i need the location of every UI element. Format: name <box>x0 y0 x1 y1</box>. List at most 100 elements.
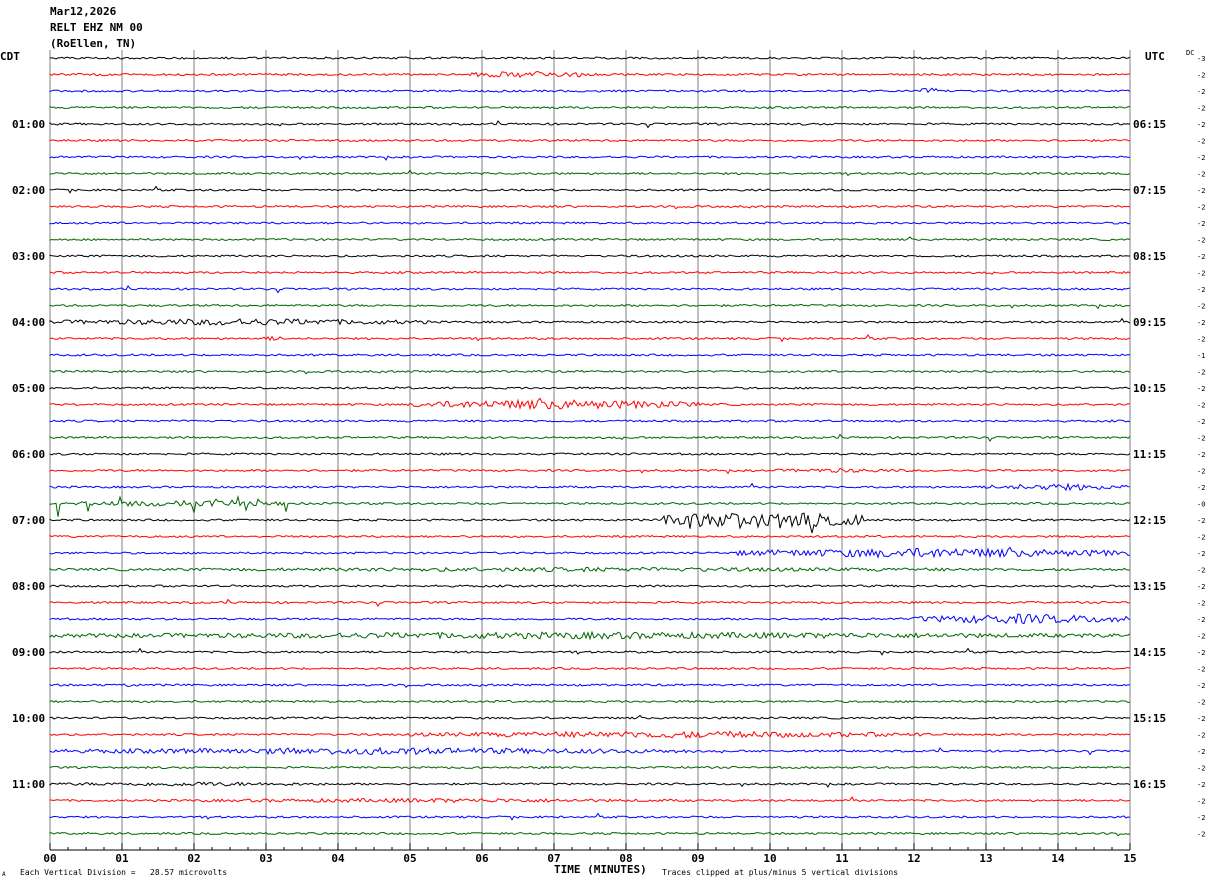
date-label: Mar12,2026 <box>50 5 117 18</box>
right-hour-label: 09:15 <box>1133 316 1166 329</box>
dc-offset-label: -2 <box>1197 649 1205 657</box>
x-tick-label: 01 <box>115 852 129 865</box>
dc-offset-label: -2 <box>1197 534 1205 542</box>
left-hour-label: 05:00 <box>12 382 45 395</box>
trace-line <box>49 666 1131 671</box>
dc-offset-label: -2 <box>1197 682 1205 690</box>
x-tick-label: 06 <box>475 852 489 865</box>
dc-offset-label: -2 <box>1197 831 1205 839</box>
trace-line <box>49 303 1131 310</box>
trace-line <box>49 386 1131 390</box>
x-tick-label: 13 <box>979 852 992 865</box>
scale-note: Each Vertical Division = 28.57 microvolt… <box>20 868 228 877</box>
dc-offset-label: -2 <box>1197 237 1205 245</box>
right-timezone-label: UTC <box>1145 50 1165 63</box>
right-hour-label: 14:15 <box>1133 646 1166 659</box>
dc-offset-label: -2 <box>1197 616 1205 624</box>
trace-line <box>49 270 1131 275</box>
trace-line <box>49 831 1131 837</box>
dc-offset-label: -2 <box>1197 666 1205 674</box>
trace-line <box>49 683 1131 689</box>
dc-offset-label: -2 <box>1197 402 1205 410</box>
trace-line <box>49 546 1130 559</box>
right-hour-label: 11:15 <box>1133 448 1166 461</box>
right-hour-label: 08:15 <box>1133 250 1166 263</box>
right-hour-label: 12:15 <box>1133 514 1166 527</box>
trace-line <box>49 512 1131 534</box>
trace-line <box>49 169 1131 177</box>
dc-offset-label: -2 <box>1197 187 1205 195</box>
dc-offset-label: -2 <box>1197 435 1205 443</box>
trace-line <box>49 419 1131 423</box>
trace-line <box>49 494 1131 517</box>
trace-line <box>49 138 1131 143</box>
trace-line <box>49 630 1131 641</box>
dc-offset-label: -2 <box>1197 105 1205 113</box>
x-tick-label: 12 <box>907 852 920 865</box>
right-hour-label: 10:15 <box>1133 382 1166 395</box>
dc-offset-label: -2 <box>1197 418 1205 426</box>
dc-offset-label: -2 <box>1197 303 1205 311</box>
left-hour-label: 04:00 <box>12 316 45 329</box>
dc-offset-label: -2 <box>1197 72 1205 80</box>
dc-offset-label: -2 <box>1197 781 1205 789</box>
clip-note: Traces clipped at plus/minus 5 vertical … <box>662 868 899 877</box>
trace-line <box>49 699 1131 704</box>
dc-offset-label: -2 <box>1197 798 1205 806</box>
dc-offset-label: -0 <box>1197 501 1205 509</box>
x-tick-label: 09 <box>691 852 704 865</box>
dc-offset-label: -2 <box>1197 369 1205 377</box>
trace-line <box>49 647 1131 656</box>
trace-line <box>49 482 1131 492</box>
trace-line <box>49 204 1131 210</box>
trace-line <box>49 812 1131 821</box>
dc-offset-label: -2 <box>1197 517 1205 525</box>
x-axis-title: TIME (MINUTES) <box>554 863 647 876</box>
trace-line <box>49 70 1131 79</box>
dc-offset-label: -2 <box>1197 699 1205 707</box>
right-hour-label: 16:15 <box>1133 778 1166 791</box>
x-tick-label: 02 <box>187 852 200 865</box>
corner-mark: A <box>2 871 6 878</box>
left-hour-label: 01:00 <box>12 118 45 131</box>
left-hour-label: 08:00 <box>12 580 45 593</box>
dc-offset-label: -2 <box>1197 121 1205 129</box>
left-timezone-label: CDT <box>0 50 20 63</box>
trace-line <box>49 534 1131 539</box>
x-tick-label: 00 <box>43 852 56 865</box>
dc-offset-label: -1 <box>1197 352 1205 360</box>
trace-line <box>49 613 1131 625</box>
dc-offset-label: -2 <box>1197 88 1205 96</box>
dc-offset-label: -2 <box>1197 385 1205 393</box>
dc-offset-label: -2 <box>1197 600 1205 608</box>
trace-line <box>49 87 1131 94</box>
right-hour-label: 15:15 <box>1133 712 1166 725</box>
trace-line <box>49 781 1131 788</box>
left-hour-label: 11:00 <box>12 778 45 791</box>
trace-line <box>49 353 1131 357</box>
dc-offset-label: -2 <box>1197 138 1205 146</box>
trace-line <box>49 584 1131 589</box>
x-tick-label: 15 <box>1123 852 1136 865</box>
dc-offset-label: -2 <box>1197 484 1205 492</box>
dc-offset-label: -2 <box>1197 732 1205 740</box>
dc-offset-label: -2 <box>1197 567 1205 575</box>
x-tick-label: 08 <box>619 852 632 865</box>
dc-offset-label: -2 <box>1197 550 1205 558</box>
x-tick-label: 07 <box>547 852 560 865</box>
dc-offset-label: -2 <box>1197 253 1205 261</box>
dc-offset-label: -2 <box>1197 171 1205 179</box>
x-tick-label: 10 <box>763 852 776 865</box>
left-hour-label: 07:00 <box>12 514 45 527</box>
trace-line <box>49 730 1131 739</box>
trace-line <box>49 334 1131 343</box>
trace-line <box>49 433 1131 443</box>
trace-line <box>49 105 1131 110</box>
left-hour-label: 03:00 <box>12 250 45 263</box>
location-label: (RoEllen, TN) <box>50 37 137 50</box>
dc-offset-label: -2 <box>1197 220 1205 228</box>
dc-offset-label: -2 <box>1197 814 1205 822</box>
dc-label: DC <box>1186 49 1195 57</box>
right-hour-label: 06:15 <box>1133 118 1166 131</box>
dc-offset-label: -2 <box>1197 286 1205 294</box>
